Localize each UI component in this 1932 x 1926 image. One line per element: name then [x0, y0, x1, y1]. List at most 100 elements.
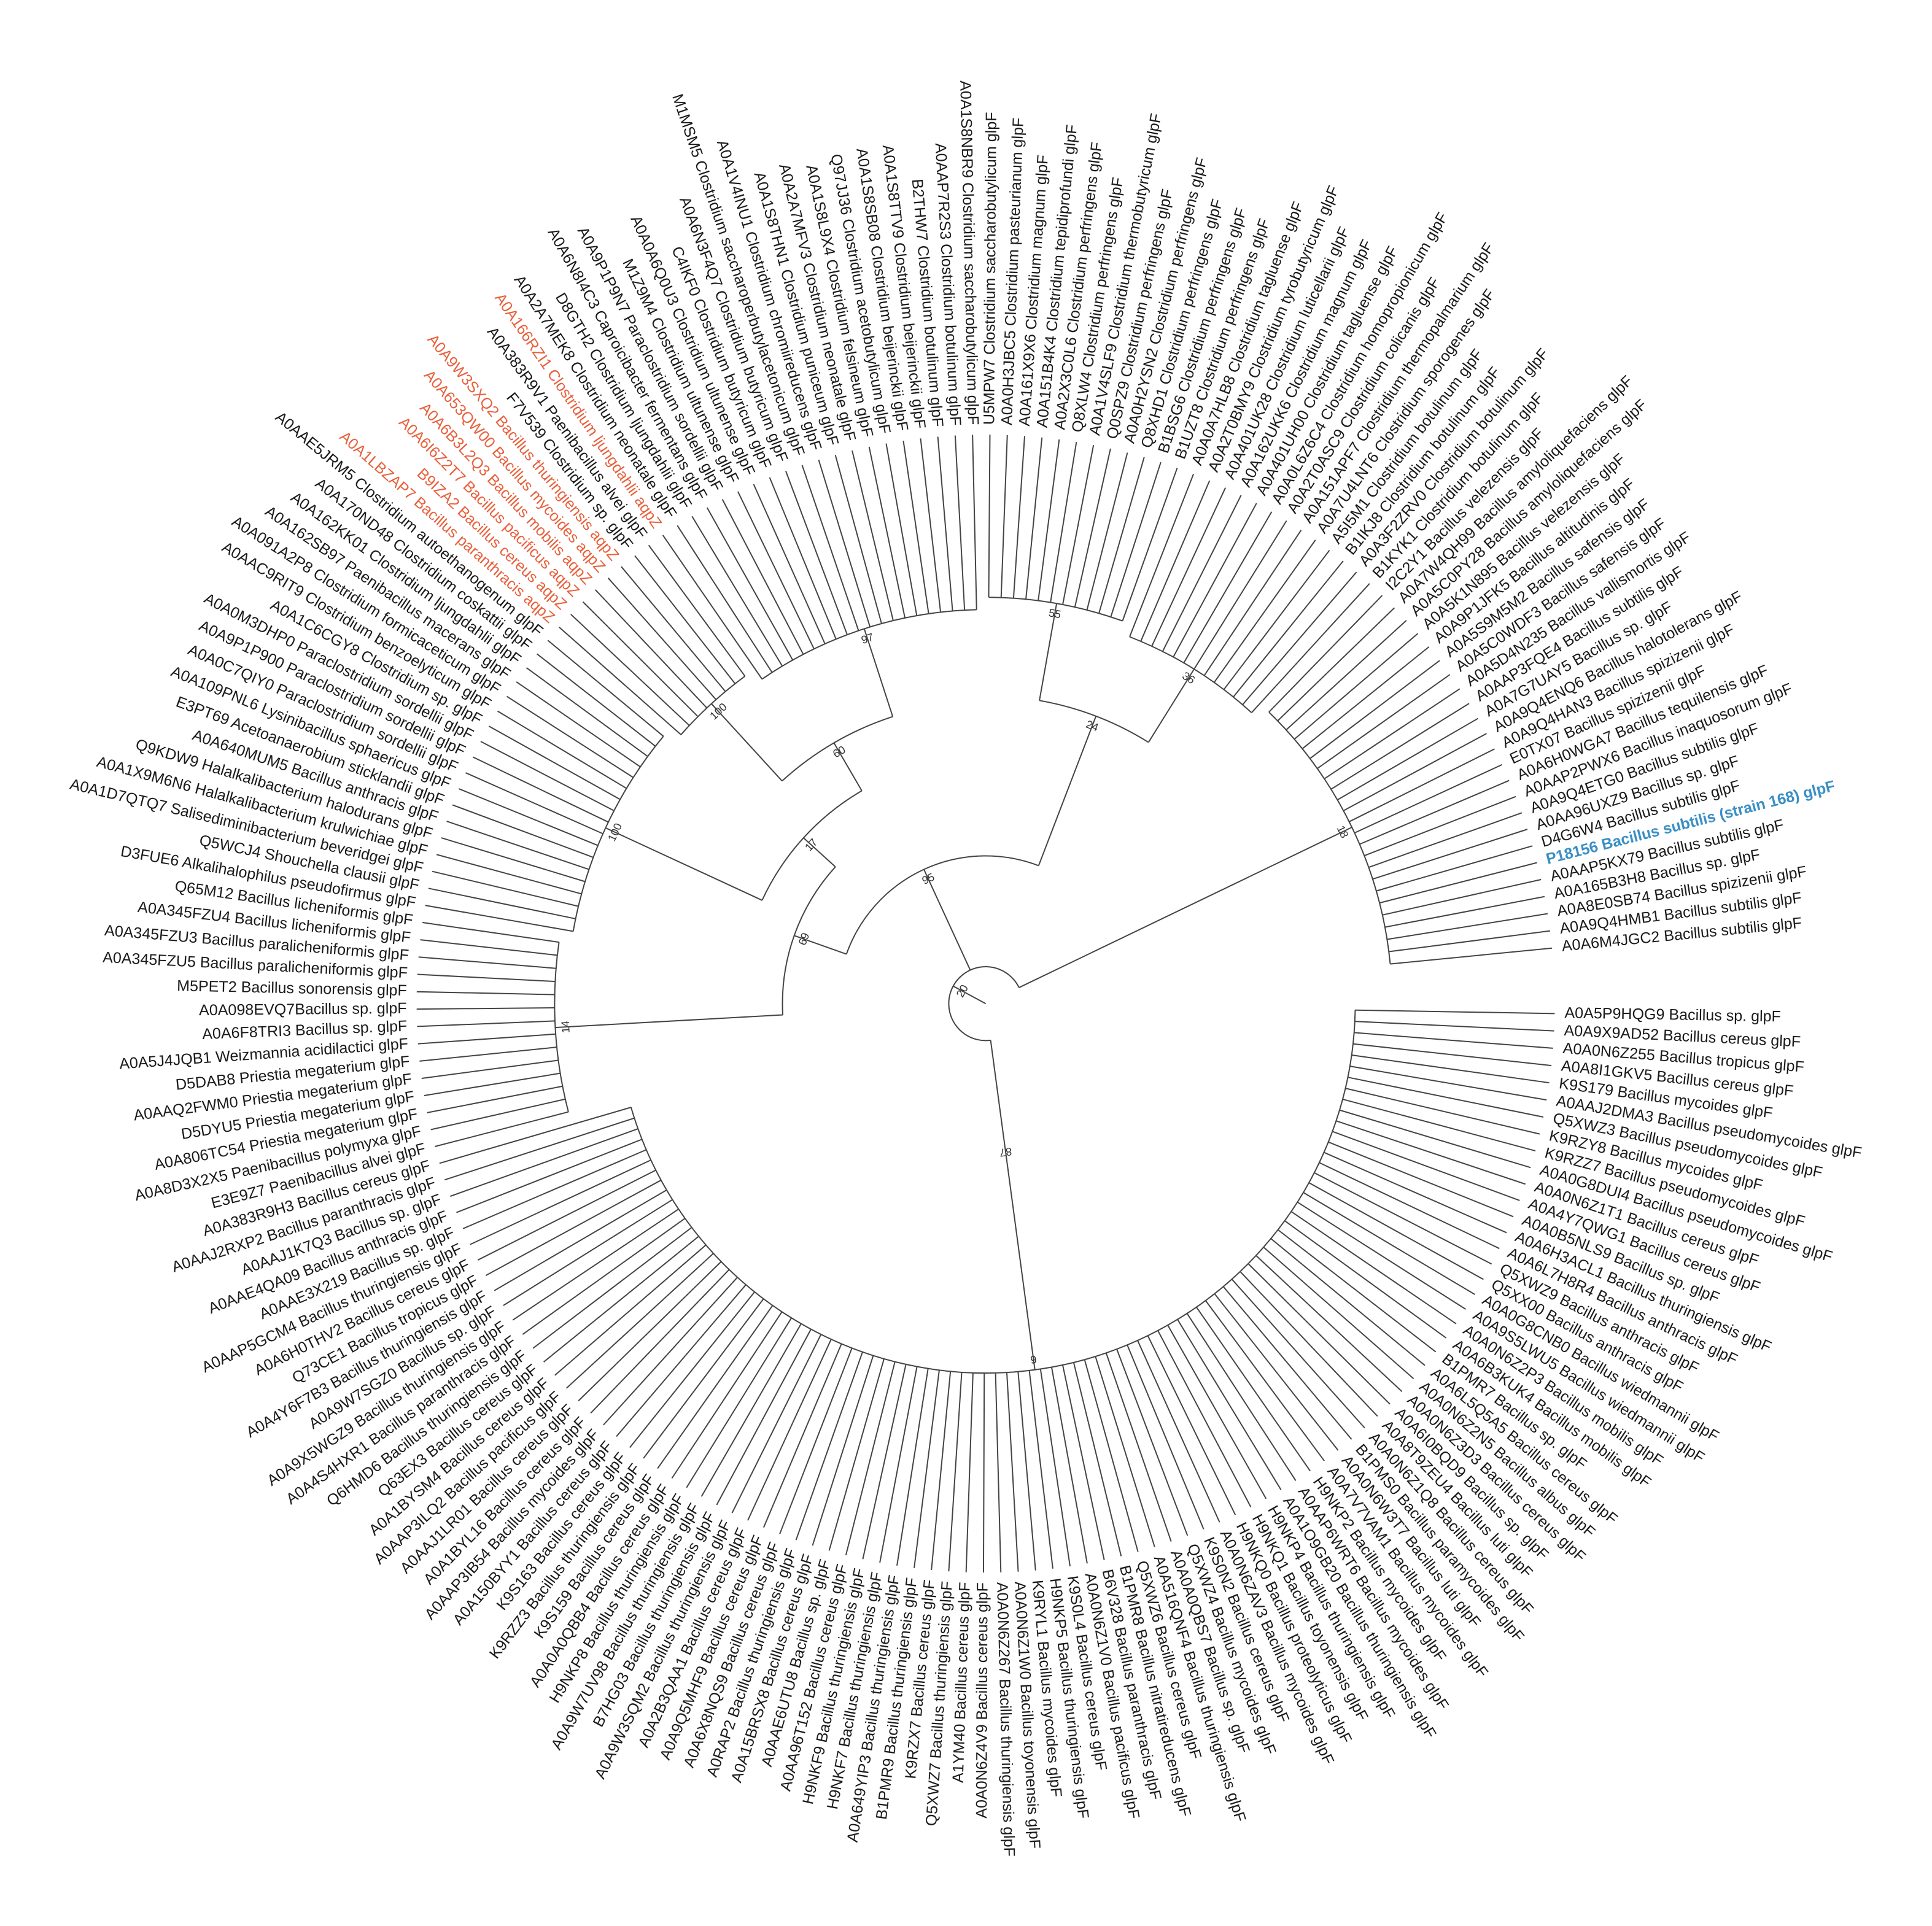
branch [686, 1317, 793, 1488]
branch [428, 888, 576, 919]
branch [1247, 1263, 1391, 1405]
branch [1147, 1335, 1236, 1515]
branch [937, 436, 953, 611]
branch [1193, 520, 1287, 670]
branch [1314, 1172, 1492, 1265]
branch [420, 939, 557, 956]
branch [1328, 1141, 1514, 1218]
branch [1127, 1344, 1205, 1530]
branch [1177, 1319, 1282, 1491]
leaf-label: M5PET2 Bacillus sonorensis glpF [177, 977, 407, 999]
branch [1302, 646, 1430, 749]
branch [465, 772, 603, 835]
branch [1203, 530, 1302, 676]
branch [554, 1244, 707, 1376]
branch [1270, 1238, 1426, 1366]
branch [590, 1269, 730, 1414]
branch [1018, 826, 1352, 988]
branch [603, 1277, 738, 1426]
branch [737, 491, 815, 649]
branch [1294, 633, 1419, 740]
branch [1345, 1088, 1540, 1135]
branch [1336, 717, 1479, 801]
branch [497, 710, 627, 789]
branch [1028, 1370, 1053, 1569]
branch [418, 956, 556, 969]
branch [425, 905, 573, 932]
branch [1173, 503, 1257, 657]
branch [995, 1372, 1002, 1572]
branch [795, 1352, 863, 1541]
branch-arc [845, 855, 1039, 954]
branch [1290, 1211, 1457, 1325]
branch [526, 667, 648, 757]
branch [503, 1199, 673, 1306]
branch [1038, 716, 1097, 866]
support-value: 87 [999, 1145, 1013, 1159]
branch [1073, 1362, 1122, 1557]
branch [417, 1033, 556, 1045]
branch [1122, 468, 1178, 622]
branch [1355, 1009, 1555, 1015]
branch [582, 601, 699, 717]
branch [896, 1368, 929, 1566]
branch [1359, 779, 1510, 845]
branch [559, 626, 681, 735]
branch [803, 837, 836, 868]
branch [605, 827, 762, 901]
branch [480, 741, 615, 811]
branch [1354, 764, 1503, 833]
branch [1277, 607, 1395, 722]
branch [833, 742, 863, 791]
branch [1050, 1367, 1088, 1564]
branch [1384, 895, 1545, 928]
branch [1186, 1313, 1297, 1482]
branch [1157, 1330, 1252, 1507]
branch [1286, 620, 1407, 731]
branch [931, 1371, 952, 1571]
branch [972, 435, 977, 610]
branch [578, 1261, 722, 1402]
branch [421, 1059, 559, 1079]
branch [1205, 1300, 1325, 1461]
branch [988, 435, 991, 598]
support-value: 36 [1180, 670, 1197, 687]
branch [711, 703, 783, 782]
branch [1084, 1359, 1139, 1552]
branch [1214, 1293, 1339, 1451]
branch [1379, 862, 1537, 904]
branch [1351, 1054, 1550, 1084]
branch [1339, 1109, 1531, 1169]
branch-arc [1129, 636, 1252, 713]
branch [1105, 1352, 1172, 1542]
branch [1349, 1065, 1547, 1101]
branch [456, 1139, 643, 1213]
branch [570, 614, 690, 726]
branch [1233, 560, 1344, 698]
branch [762, 1344, 842, 1528]
branch [1277, 1229, 1437, 1353]
branch [629, 1291, 755, 1448]
branch [1196, 1307, 1311, 1472]
branch [914, 1370, 940, 1568]
branch [1342, 1098, 1536, 1152]
branch [516, 681, 641, 768]
branch [488, 725, 621, 800]
branch [1062, 444, 1095, 605]
branch [1382, 879, 1542, 916]
branch [879, 1366, 918, 1563]
branch [657, 1305, 774, 1469]
branch [1137, 1340, 1220, 1523]
branch [852, 450, 894, 621]
branch [594, 589, 708, 709]
branch [1343, 733, 1487, 811]
branch [1336, 1120, 1526, 1185]
branch [506, 695, 634, 778]
branch [1110, 462, 1162, 617]
branch [522, 1218, 686, 1335]
branch [1348, 1077, 1544, 1118]
branch [920, 438, 942, 613]
